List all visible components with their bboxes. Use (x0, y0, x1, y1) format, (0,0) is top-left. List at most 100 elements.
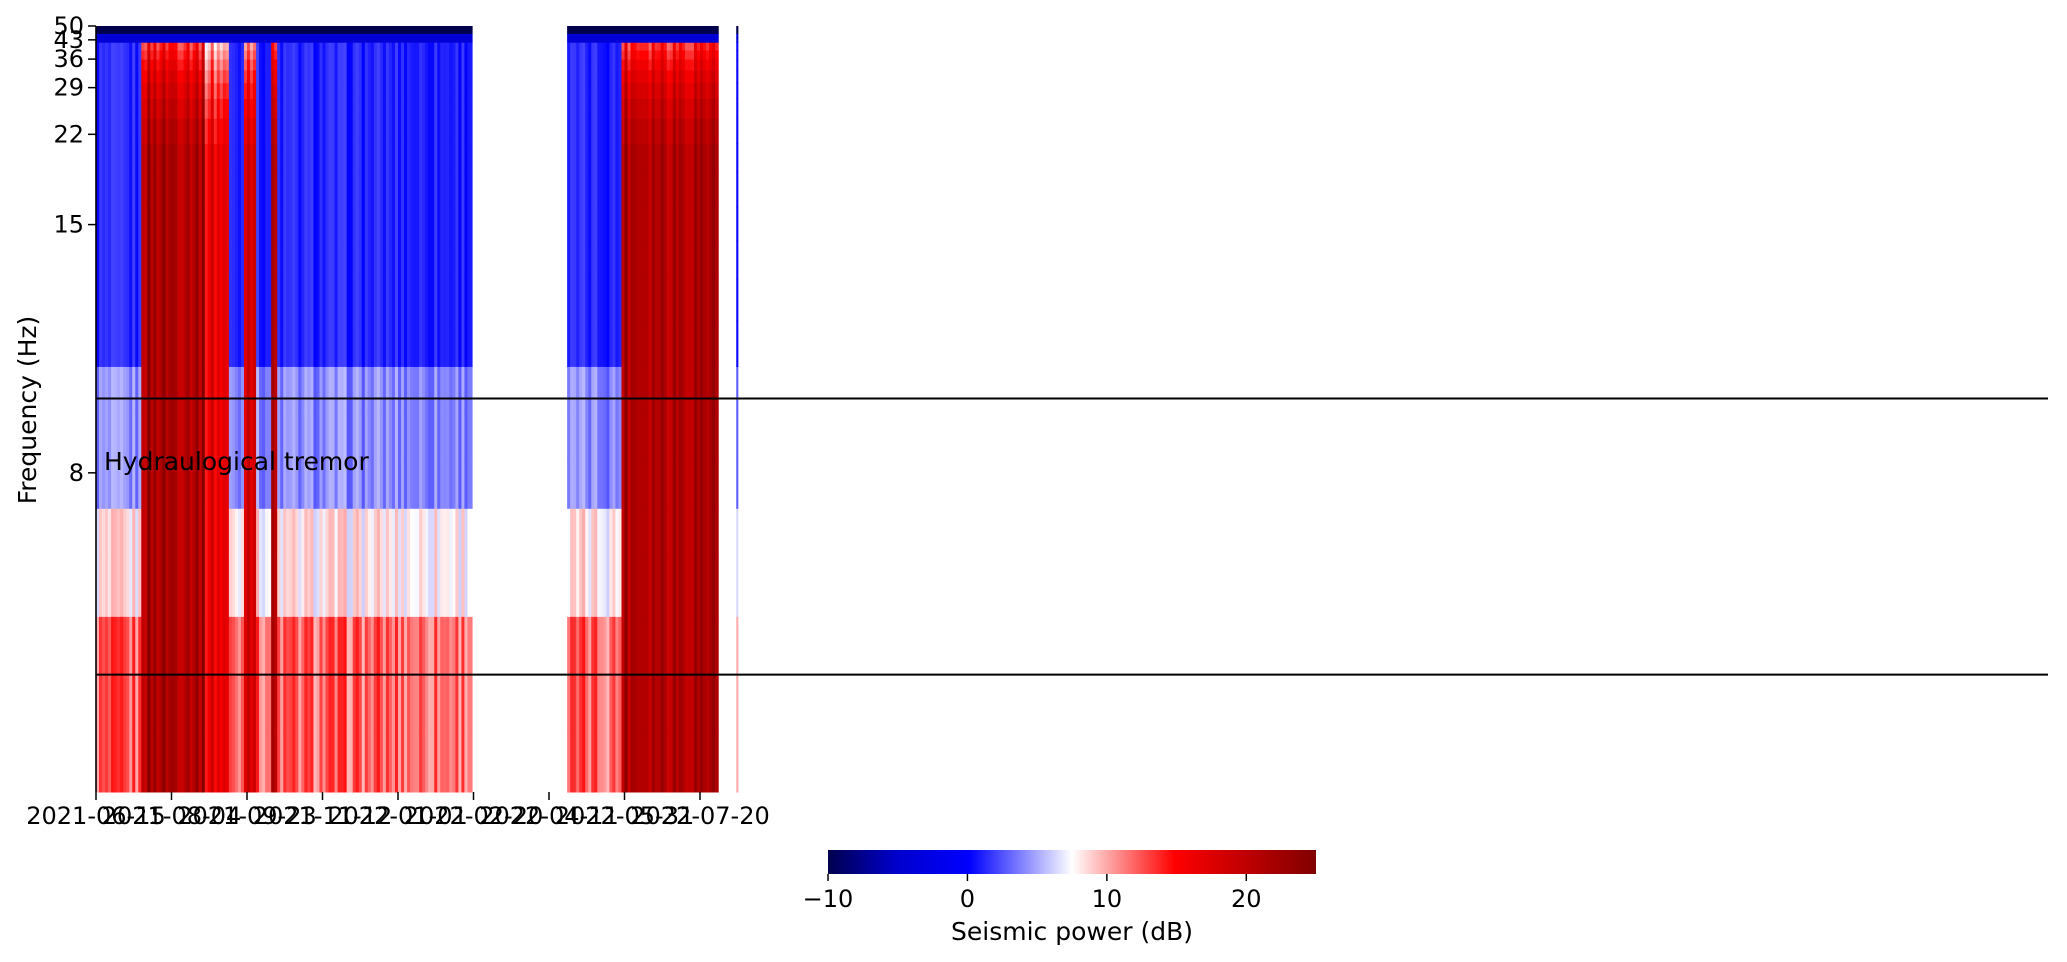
heatmap-cell (153, 143, 157, 172)
heatmap-column (663, 26, 668, 793)
heatmap-cell (177, 459, 182, 509)
heatmap-cell (434, 557, 438, 617)
heatmap-cell (150, 59, 154, 71)
heatmap-cell (256, 33, 260, 39)
heatmap-cell (343, 240, 348, 280)
heatmap-cell (373, 616, 378, 676)
heatmap-cell (639, 143, 644, 172)
heatmap-cell (277, 240, 281, 280)
heatmap-cell (325, 82, 330, 99)
heatmap-cell (636, 413, 641, 461)
heatmap-cell (162, 33, 167, 39)
heatmap-cell (567, 728, 571, 793)
heatmap-cell (633, 508, 638, 559)
heatmap-cell (147, 26, 151, 31)
heatmap-cell (687, 170, 692, 208)
heatmap-cell (715, 413, 719, 461)
heatmap-cell (449, 69, 453, 84)
heatmap-column (271, 26, 275, 793)
heatmap-cell (618, 616, 623, 676)
heatmap-cell (283, 143, 287, 172)
heatmap-cell (612, 616, 617, 676)
heatmap-cell (313, 37, 318, 43)
heatmap-cell (117, 82, 121, 99)
heatmap-cell (612, 170, 617, 208)
heatmap-cell (364, 33, 369, 39)
heatmap-cell (250, 50, 254, 60)
heatmap-cell (624, 413, 629, 461)
heatmap-cell (736, 674, 739, 730)
heatmap-cell (268, 366, 272, 415)
heatmap-cell (391, 728, 396, 793)
heatmap-cell (425, 413, 429, 461)
heatmap-cell (367, 143, 372, 172)
heatmap-cell (446, 557, 450, 617)
heatmap-cell (108, 508, 112, 559)
heatmap-cell (253, 320, 257, 367)
heatmap-cell (633, 33, 638, 39)
heatmap-cell (135, 59, 139, 71)
heatmap-cell (373, 50, 378, 60)
heatmap-cell (633, 674, 638, 730)
heatmap-cell (292, 674, 296, 730)
heatmap-cell (213, 728, 218, 793)
heatmap-cell (588, 26, 592, 31)
heatmap-cell (186, 278, 191, 322)
heatmap-cell (268, 616, 272, 676)
heatmap-cell (407, 170, 411, 208)
heatmap-cell (349, 26, 354, 31)
heatmap-cell (280, 240, 284, 280)
heatmap-cell (630, 42, 635, 51)
heatmap-cell (340, 98, 345, 119)
heatmap-cell (636, 98, 641, 119)
heatmap-cell (277, 508, 281, 559)
heatmap-cell (606, 37, 610, 43)
heatmap-cell (337, 508, 342, 559)
heatmap-cell (307, 59, 312, 71)
heatmap-cell (413, 82, 417, 99)
heatmap-cell (126, 118, 130, 145)
heatmap-cell (428, 50, 432, 60)
heatmap-cell (681, 26, 686, 31)
heatmap-cell (328, 557, 333, 617)
heatmap-cell (144, 674, 148, 730)
heatmap-cell (657, 674, 662, 730)
heatmap-cell (367, 98, 372, 119)
heatmap-cell (153, 459, 157, 509)
heatmap-cell (376, 206, 381, 242)
heatmap-cell (222, 674, 227, 730)
heatmap-cell (129, 459, 133, 509)
heatmap-cell (410, 33, 414, 39)
heatmap-cell (274, 206, 278, 242)
heatmap-cell (425, 728, 429, 793)
heatmap-cell (690, 728, 695, 793)
heatmap-cell (138, 98, 142, 119)
heatmap-cell (425, 206, 429, 242)
heatmap-cell (111, 50, 115, 60)
heatmap-cell (455, 118, 459, 145)
heatmap-cell (316, 69, 321, 84)
heatmap-cell (693, 728, 698, 793)
heatmap-cell (250, 366, 254, 415)
heatmap-cell (642, 170, 647, 208)
heatmap-cell (319, 29, 324, 34)
heatmap-cell (642, 98, 647, 119)
heatmap-cell (440, 143, 444, 172)
heatmap-cell (606, 674, 610, 730)
heatmap-cell (455, 557, 459, 617)
heatmap-cell (171, 50, 176, 60)
heatmap-cell (687, 320, 692, 367)
heatmap-cell (171, 42, 176, 51)
heatmap-cell (379, 674, 384, 730)
heatmap-cell (630, 674, 635, 730)
heatmap-cell (425, 29, 429, 34)
heatmap-cell (298, 37, 302, 43)
heatmap-cell (706, 616, 710, 676)
heatmap-cell (316, 320, 321, 367)
heatmap-cell (709, 240, 713, 280)
heatmap-column (736, 26, 739, 793)
heatmap-cell (108, 143, 112, 172)
heatmap-cell (736, 557, 739, 617)
heatmap-cell (123, 37, 127, 43)
heatmap-cell (660, 82, 665, 99)
